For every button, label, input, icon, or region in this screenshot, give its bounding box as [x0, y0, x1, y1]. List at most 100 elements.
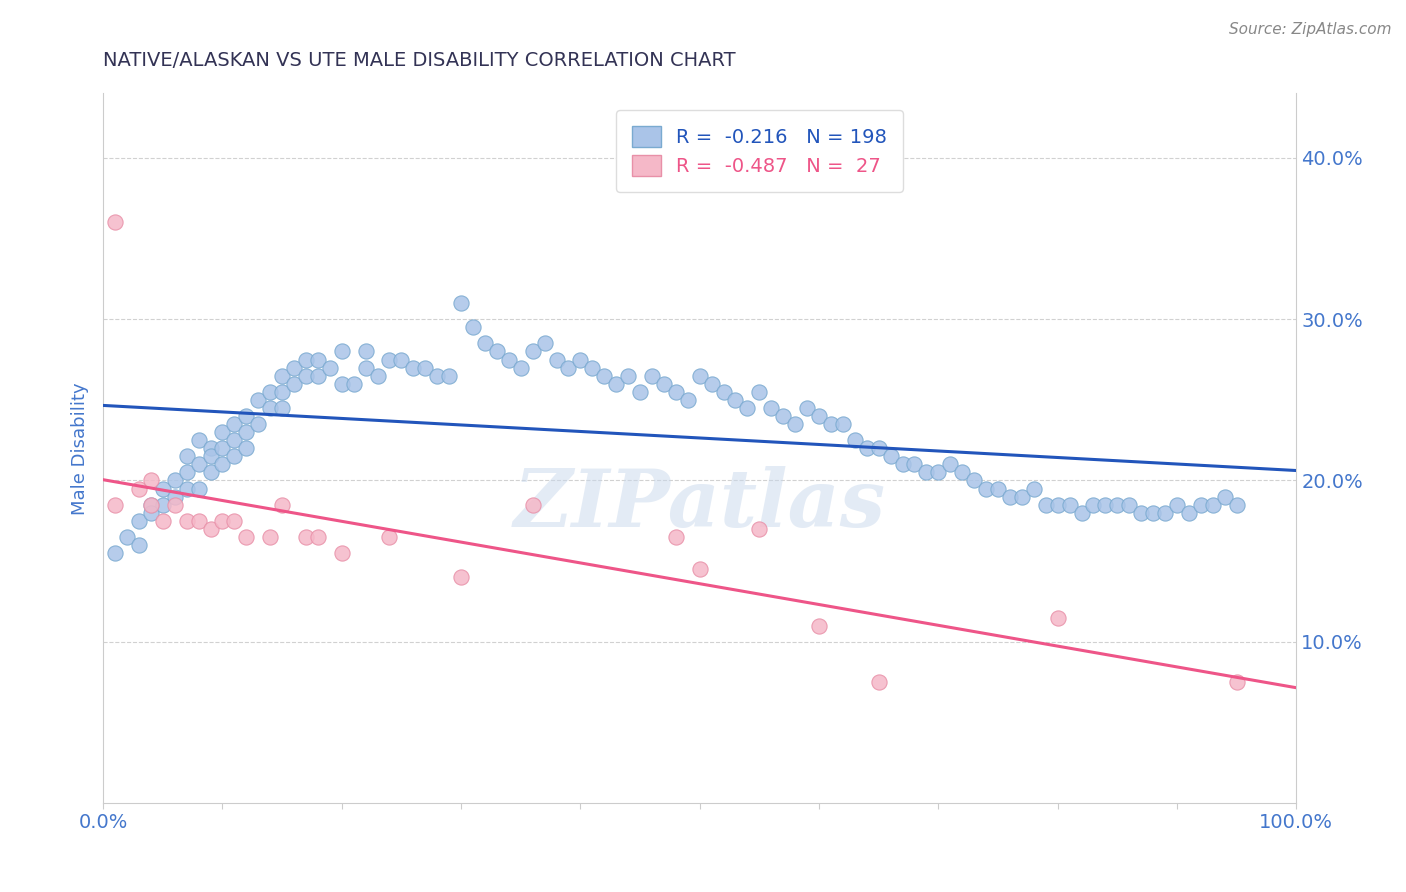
- Point: [748, 522, 770, 536]
- Point: [868, 675, 890, 690]
- Point: [211, 441, 233, 455]
- Point: [1189, 498, 1212, 512]
- Point: [200, 522, 222, 536]
- Point: [224, 514, 246, 528]
- Point: [235, 409, 257, 423]
- Point: [605, 376, 627, 391]
- Point: [617, 368, 640, 383]
- Point: [796, 401, 818, 415]
- Point: [139, 506, 162, 520]
- Point: [224, 433, 246, 447]
- Point: [200, 466, 222, 480]
- Point: [1202, 498, 1225, 512]
- Point: [737, 401, 759, 415]
- Point: [152, 498, 174, 512]
- Point: [391, 352, 413, 367]
- Point: [761, 401, 783, 415]
- Point: [533, 336, 555, 351]
- Point: [319, 360, 342, 375]
- Point: [139, 498, 162, 512]
- Point: [1130, 506, 1153, 520]
- Point: [247, 392, 270, 407]
- Point: [450, 296, 472, 310]
- Point: [450, 570, 472, 584]
- Point: [295, 368, 318, 383]
- Point: [224, 450, 246, 464]
- Point: [557, 360, 579, 375]
- Point: [128, 514, 150, 528]
- Point: [1083, 498, 1105, 512]
- Point: [200, 450, 222, 464]
- Point: [295, 530, 318, 544]
- Point: [868, 441, 890, 455]
- Legend: R =  -0.216   N = 198, R =  -0.487   N =  27: R = -0.216 N = 198, R = -0.487 N = 27: [616, 111, 903, 192]
- Point: [1046, 498, 1069, 512]
- Point: [950, 466, 973, 480]
- Point: [1178, 506, 1201, 520]
- Point: [211, 514, 233, 528]
- Point: [152, 482, 174, 496]
- Point: [474, 336, 496, 351]
- Point: [461, 320, 484, 334]
- Point: [1046, 610, 1069, 624]
- Point: [271, 384, 294, 399]
- Point: [1166, 498, 1188, 512]
- Point: [259, 530, 281, 544]
- Point: [176, 466, 198, 480]
- Point: [176, 450, 198, 464]
- Point: [259, 401, 281, 415]
- Point: [163, 490, 186, 504]
- Point: [307, 530, 329, 544]
- Point: [903, 458, 925, 472]
- Point: [844, 433, 866, 447]
- Point: [974, 482, 997, 496]
- Point: [187, 433, 209, 447]
- Point: [855, 441, 877, 455]
- Point: [307, 368, 329, 383]
- Point: [546, 352, 568, 367]
- Point: [593, 368, 616, 383]
- Point: [378, 352, 401, 367]
- Point: [211, 458, 233, 472]
- Point: [271, 498, 294, 512]
- Point: [927, 466, 949, 480]
- Point: [1094, 498, 1116, 512]
- Point: [915, 466, 938, 480]
- Point: [354, 344, 377, 359]
- Point: [163, 474, 186, 488]
- Point: [772, 409, 794, 423]
- Point: [785, 417, 807, 431]
- Point: [152, 514, 174, 528]
- Point: [1226, 498, 1249, 512]
- Point: [163, 498, 186, 512]
- Point: [283, 360, 305, 375]
- Point: [665, 530, 688, 544]
- Point: [128, 538, 150, 552]
- Point: [295, 352, 318, 367]
- Point: [367, 368, 389, 383]
- Point: [569, 352, 592, 367]
- Point: [330, 546, 353, 560]
- Point: [259, 384, 281, 399]
- Point: [354, 360, 377, 375]
- Point: [200, 441, 222, 455]
- Point: [283, 376, 305, 391]
- Point: [700, 376, 723, 391]
- Point: [676, 392, 699, 407]
- Point: [485, 344, 508, 359]
- Point: [581, 360, 603, 375]
- Point: [247, 417, 270, 431]
- Point: [628, 384, 651, 399]
- Text: Source: ZipAtlas.com: Source: ZipAtlas.com: [1229, 22, 1392, 37]
- Point: [1035, 498, 1057, 512]
- Point: [1213, 490, 1236, 504]
- Point: [641, 368, 664, 383]
- Point: [1070, 506, 1092, 520]
- Point: [271, 401, 294, 415]
- Point: [413, 360, 436, 375]
- Point: [724, 392, 747, 407]
- Point: [748, 384, 770, 399]
- Point: [115, 530, 138, 544]
- Point: [437, 368, 460, 383]
- Point: [1107, 498, 1129, 512]
